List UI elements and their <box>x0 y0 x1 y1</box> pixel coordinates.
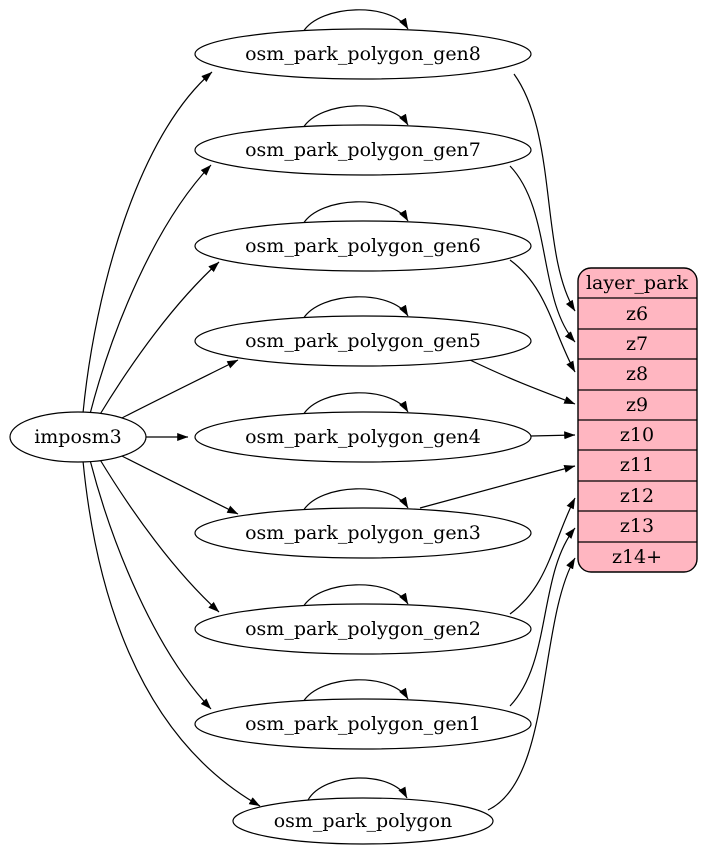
layer_park-row-z7: z7 <box>626 333 648 355</box>
node-imposm3: imposm3 <box>9 411 147 463</box>
node-osm_park_polygon_gen7: osm_park_polygon_gen7 <box>194 124 532 176</box>
layer_park-row-z12: z12 <box>620 485 654 507</box>
node-layer_park: layer_park z6 z7 z8 z9 z10 z11 z12 z13 z… <box>577 267 698 573</box>
osm_park_polygon_gen2-ellipse <box>194 603 532 655</box>
selfloop-osm_park_polygon_gen3 <box>302 488 409 512</box>
edge-imposm3-to-osm_park_polygon_gen1 <box>89 459 212 710</box>
osm_park_polygon_gen8-ellipse <box>194 28 532 80</box>
layer_park-row-z13: z13 <box>620 515 654 537</box>
osm_park_polygon-ellipse <box>232 797 494 845</box>
selfloop-osm_park_polygon <box>307 777 408 801</box>
edge-imposm3-to-osm_park_polygon <box>82 460 261 807</box>
osm_park_polygon_gen2-label: osm_park_polygon_gen2 <box>245 618 481 640</box>
selfloop-osm_park_polygon_gen5 <box>302 296 409 320</box>
imposm3-ellipse <box>9 411 147 463</box>
node-osm_park_polygon_gen2: osm_park_polygon_gen2 <box>194 603 532 655</box>
selfloop-osm_park_polygon_gen1 <box>302 679 409 703</box>
selfloop-osm_park_polygon_gen7 <box>302 105 409 129</box>
edge-osm_park_polygon_gen6-to-z8 <box>509 259 576 373</box>
osm_park_polygon_gen7-label: osm_park_polygon_gen7 <box>245 139 481 161</box>
layer_park-row-z14plus: z14+ <box>612 546 662 568</box>
osm_park_polygon_gen4-ellipse <box>194 411 532 463</box>
node-osm_park_polygon_gen5: osm_park_polygon_gen5 <box>194 315 532 367</box>
imposm3-label: imposm3 <box>34 426 122 448</box>
selfloop-osm_park_polygon_gen2 <box>302 584 409 608</box>
osm_park_polygon_gen7-ellipse <box>194 124 532 176</box>
edge-imposm3-to-osm_park_polygon_gen5 <box>113 359 239 423</box>
layer_park-row-z6: z6 <box>626 303 648 325</box>
edge-osm_park_polygon_gen1-to-z13 <box>509 527 576 707</box>
edge-osm_park_polygon_gen8-to-z6 <box>513 73 576 312</box>
osm_park_polygon_gen8-label: osm_park_polygon_gen8 <box>245 43 481 65</box>
selfloop-osm_park_polygon_gen8 <box>302 9 409 33</box>
layer_park-row-z11: z11 <box>620 454 654 476</box>
edge-osm_park_polygon_gen3-to-z11 <box>419 465 576 509</box>
osm_park_polygon-label: osm_park_polygon <box>274 810 453 832</box>
selfloop-osm_park_polygon_gen6 <box>302 201 409 225</box>
node-osm_park_polygon_gen6: osm_park_polygon_gen6 <box>194 220 532 272</box>
osm_park_polygon_gen3-ellipse <box>194 507 532 559</box>
node-osm_park_polygon_gen4: osm_park_polygon_gen4 <box>194 411 532 463</box>
selfloop-osm_park_polygon_gen4 <box>302 392 409 416</box>
node-osm_park_polygon_gen8: osm_park_polygon_gen8 <box>194 28 532 80</box>
osm_park_polygon_gen3-label: osm_park_polygon_gen3 <box>245 522 481 544</box>
osm_park_polygon_gen6-label: osm_park_polygon_gen6 <box>245 235 481 257</box>
layer_park-title: layer_park <box>586 272 689 294</box>
osm_park_polygon_gen1-label: osm_park_polygon_gen1 <box>245 713 481 735</box>
edge-imposm3-to-osm_park_polygon_gen2 <box>98 457 220 613</box>
osm_park_polygon_gen5-ellipse <box>194 315 532 367</box>
node-osm_park_polygon: osm_park_polygon <box>232 797 494 845</box>
edge-imposm3-to-osm_park_polygon_gen3 <box>113 451 239 515</box>
node-osm_park_polygon_gen3: osm_park_polygon_gen3 <box>194 507 532 559</box>
node-osm_park_polygon_gen1: osm_park_polygon_gen1 <box>194 698 532 750</box>
osm_park_polygon_gen1-ellipse <box>194 698 532 750</box>
edge-imposm3-to-osm_park_polygon_gen6 <box>98 261 220 417</box>
edge-osm_park_polygon_gen5-to-z9 <box>469 359 576 405</box>
osm_park_polygon_gen4-label: osm_park_polygon_gen4 <box>245 426 481 448</box>
osm_park_polygon_gen5-label: osm_park_polygon_gen5 <box>245 330 481 352</box>
layer_park-row-z9: z9 <box>626 394 648 416</box>
edge-osm_park_polygon_gen4-to-z10 <box>530 431 576 440</box>
osm_park_polygon_gen6-ellipse <box>194 220 532 272</box>
layer_park-row-z10: z10 <box>620 424 654 446</box>
layer_park-row-z8: z8 <box>626 363 648 385</box>
edge-osm_park_polygon-to-z14plus <box>487 557 576 811</box>
edge-osm_park_polygon_gen2-to-z12 <box>509 497 576 615</box>
edge-imposm3-to-osm_park_polygon_gen8 <box>82 71 213 414</box>
edge-imposm3-to-osm_park_polygon_gen7 <box>89 164 212 415</box>
edge-osm_park_polygon_gen7-to-z7 <box>509 165 576 343</box>
